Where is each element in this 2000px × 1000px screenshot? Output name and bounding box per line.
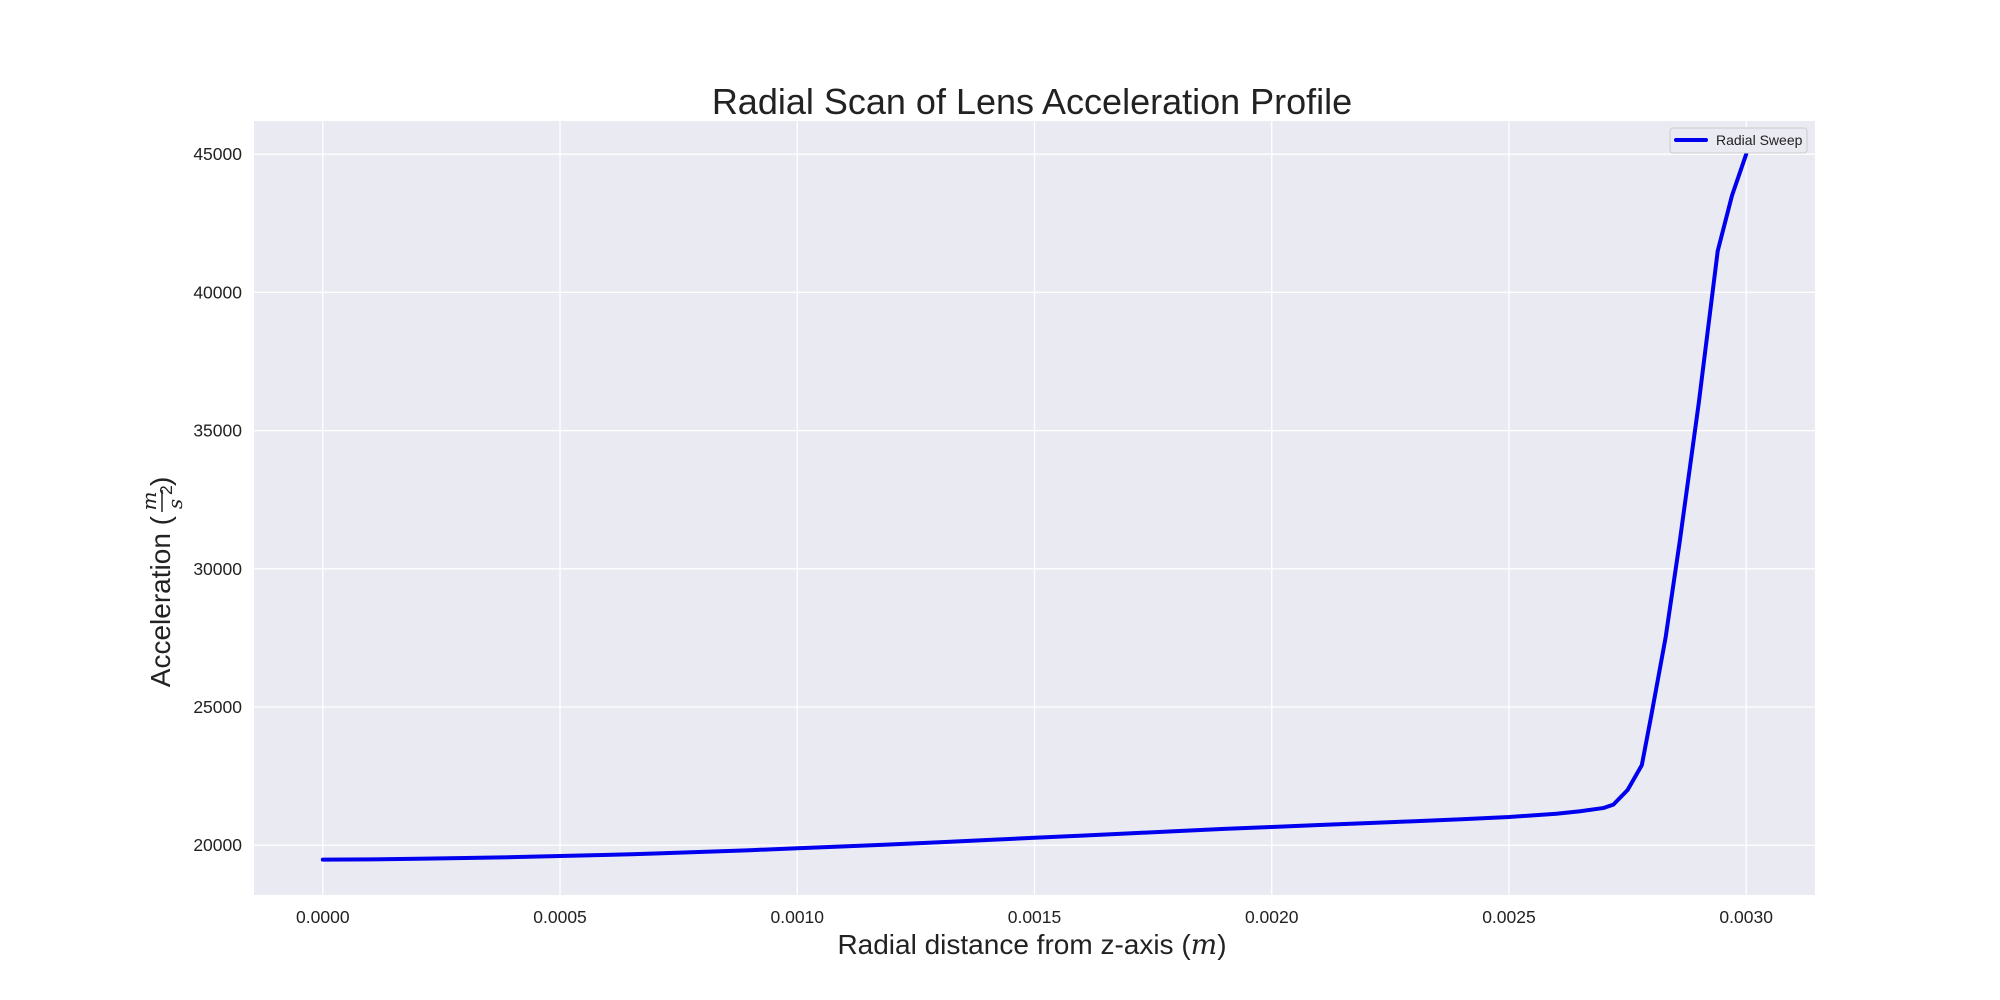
y-axis-label: Acceleration ( m s 2 )	[137, 477, 187, 688]
x-tick-label: 0.0030	[1719, 907, 1773, 927]
y-tick-label: 40000	[193, 282, 242, 302]
y-axis-label-suffix: )	[145, 477, 176, 486]
x-tick-labels: 0.0000 0.0005 0.0010 0.0015 0.0020 0.0025 0.00…	[296, 907, 1773, 927]
series-line-radial-sweep	[320, 152, 1749, 862]
legend-box	[1669, 127, 1808, 154]
x-axis-label: Radial distance from z-axis (m)	[837, 928, 1226, 961]
legend-label-radial-sweep: Radial Sweep	[1716, 132, 1803, 148]
grid-lines	[254, 121, 1815, 895]
legend: Radial Sweep	[1669, 127, 1808, 154]
y-axis-label-unit-denominator: s	[163, 499, 187, 509]
y-axis-label-prefix: Acceleration (	[145, 515, 176, 687]
y-tick-label: 25000	[193, 697, 242, 717]
y-tick-label: 45000	[193, 144, 242, 164]
y-axis-label-unit-numerator: m	[137, 492, 161, 511]
y-tick-label: 35000	[193, 421, 242, 441]
x-tick-label: 0.0025	[1482, 907, 1536, 927]
x-axis-label-suffix: )	[1217, 929, 1226, 960]
series-group	[320, 152, 1749, 862]
x-tick-label: 0.0015	[1008, 907, 1062, 927]
x-tick-label: 0.0020	[1245, 907, 1299, 927]
y-tick-label: 30000	[193, 559, 242, 579]
x-axis-label-unit: m	[1191, 928, 1218, 961]
chart-title: Radial Scan of Lens Acceleration Profile	[712, 81, 1352, 122]
y-axis-label-unit-exponent: 2	[156, 485, 176, 495]
x-tick-label: 0.0010	[771, 907, 825, 927]
x-tick-label: 0.0000	[296, 907, 350, 927]
y-tick-label: 20000	[193, 835, 242, 855]
x-axis-label-prefix: Radial distance from z-axis (	[837, 929, 1191, 960]
y-tick-labels: 20000 25000 30000 35000 40000 45000	[193, 144, 242, 855]
x-tick-label: 0.0005	[533, 907, 587, 927]
